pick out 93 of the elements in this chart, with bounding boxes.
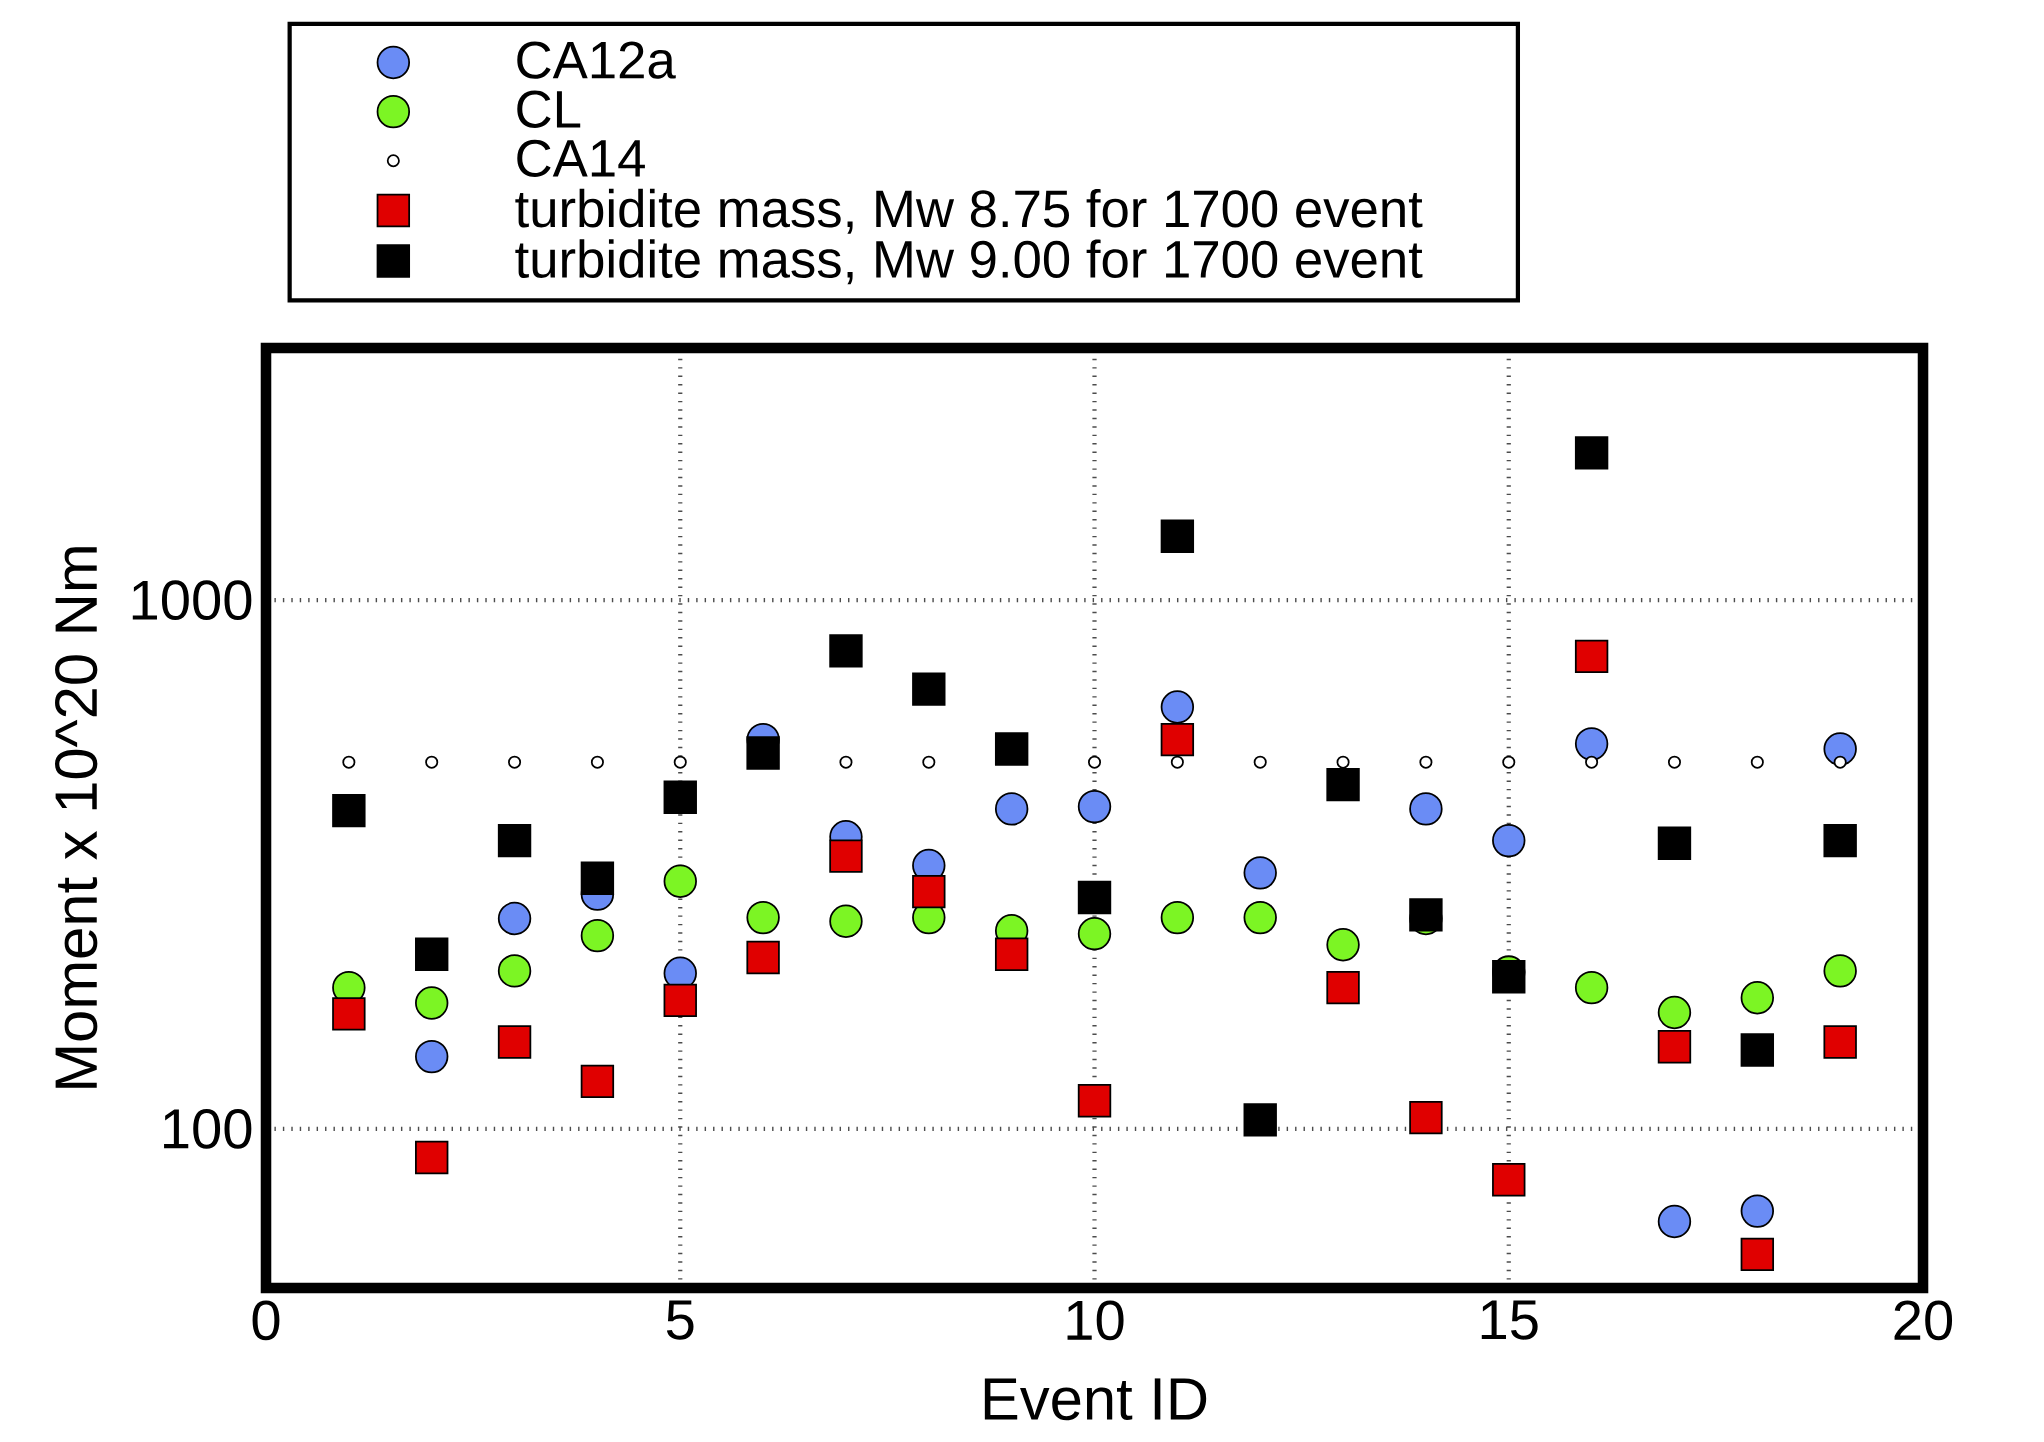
- point: [332, 997, 366, 1031]
- point: [508, 755, 522, 769]
- y-axis-title: Moment x 10^20 Nm: [55, 547, 98, 1088]
- point: [415, 1039, 449, 1074]
- point: [746, 736, 780, 770]
- point: [994, 937, 1029, 971]
- point: [1667, 755, 1681, 769]
- point: [1657, 1204, 1692, 1239]
- point: [580, 918, 615, 953]
- point: [1077, 916, 1112, 951]
- point: [994, 732, 1029, 766]
- point: [1253, 755, 1267, 769]
- point: [663, 780, 697, 814]
- point: [1077, 1084, 1112, 1118]
- point: [1740, 981, 1775, 1015]
- point: [1657, 1030, 1692, 1064]
- point: [1160, 900, 1195, 935]
- point: [1502, 755, 1516, 769]
- point: [673, 755, 687, 769]
- point: [342, 755, 356, 769]
- x-tick-label: 20: [1894, 1300, 1953, 1341]
- point: [1160, 690, 1195, 724]
- point: [912, 672, 946, 706]
- point: [1833, 755, 1847, 769]
- point: [1160, 722, 1195, 757]
- y-tick-label: 100: [164, 1108, 252, 1149]
- point: [580, 861, 615, 895]
- point: [1823, 1025, 1857, 1059]
- point: [1492, 960, 1526, 994]
- x-tick-label: 0: [252, 1300, 280, 1341]
- point: [1574, 970, 1609, 1005]
- x-tick-label: 15: [1481, 1300, 1538, 1340]
- x-tick-label: 5: [666, 1300, 694, 1340]
- legend-label: turbidite mass, Mw 8.75 for 1700 event: [515, 188, 1423, 234]
- point: [1574, 639, 1609, 674]
- point: [1823, 954, 1857, 988]
- point: [1492, 823, 1526, 858]
- point: [590, 755, 604, 769]
- point: [922, 755, 936, 769]
- x-axis-title: Event ID: [984, 1378, 1207, 1421]
- point: [1750, 755, 1764, 769]
- point: [332, 793, 366, 828]
- point: [415, 986, 449, 1020]
- point: [1326, 970, 1360, 1005]
- point: [663, 983, 697, 1018]
- point: [1740, 1033, 1775, 1067]
- point: [425, 755, 439, 769]
- point: [1574, 436, 1609, 470]
- point: [1740, 1237, 1775, 1272]
- point: [1492, 1163, 1526, 1197]
- point: [1077, 789, 1112, 824]
- point: [1077, 880, 1112, 915]
- point: [1419, 755, 1433, 769]
- point: [1823, 823, 1857, 858]
- legend-label: CA14: [517, 139, 645, 178]
- point: [829, 904, 863, 938]
- point: [497, 954, 532, 988]
- point: [1585, 755, 1599, 769]
- point: [994, 792, 1029, 826]
- point: [1574, 727, 1609, 761]
- point: [1160, 519, 1195, 554]
- point: [497, 1025, 532, 1059]
- point: [829, 839, 863, 873]
- point: [746, 900, 780, 935]
- point: [663, 864, 697, 898]
- point: [829, 634, 863, 668]
- x-tick-label: 10: [1067, 1300, 1124, 1341]
- point: [1243, 856, 1277, 890]
- point: [1243, 900, 1277, 935]
- point: [415, 1140, 449, 1175]
- point: [912, 874, 946, 909]
- point: [1170, 755, 1184, 769]
- point: [1088, 755, 1102, 769]
- point: [839, 755, 853, 769]
- point: [1243, 1103, 1277, 1137]
- point: [415, 937, 449, 971]
- point: [1409, 1100, 1443, 1135]
- point: [1409, 792, 1443, 826]
- legend-label: CL: [517, 90, 581, 128]
- point: [497, 901, 532, 936]
- point: [1326, 928, 1360, 962]
- point: [1326, 767, 1360, 802]
- point: [746, 940, 780, 975]
- point: [1336, 755, 1350, 769]
- point: [1657, 995, 1692, 1030]
- point: [497, 823, 532, 858]
- legend-label: turbidite mass, Mw 9.00 for 1700 event: [515, 239, 1423, 285]
- point: [580, 1064, 615, 1099]
- point: [1740, 1194, 1775, 1228]
- legend-label: CA12a: [517, 41, 676, 79]
- y-tick-label: 1000: [132, 580, 252, 621]
- point: [1657, 826, 1692, 860]
- point: [1409, 898, 1443, 932]
